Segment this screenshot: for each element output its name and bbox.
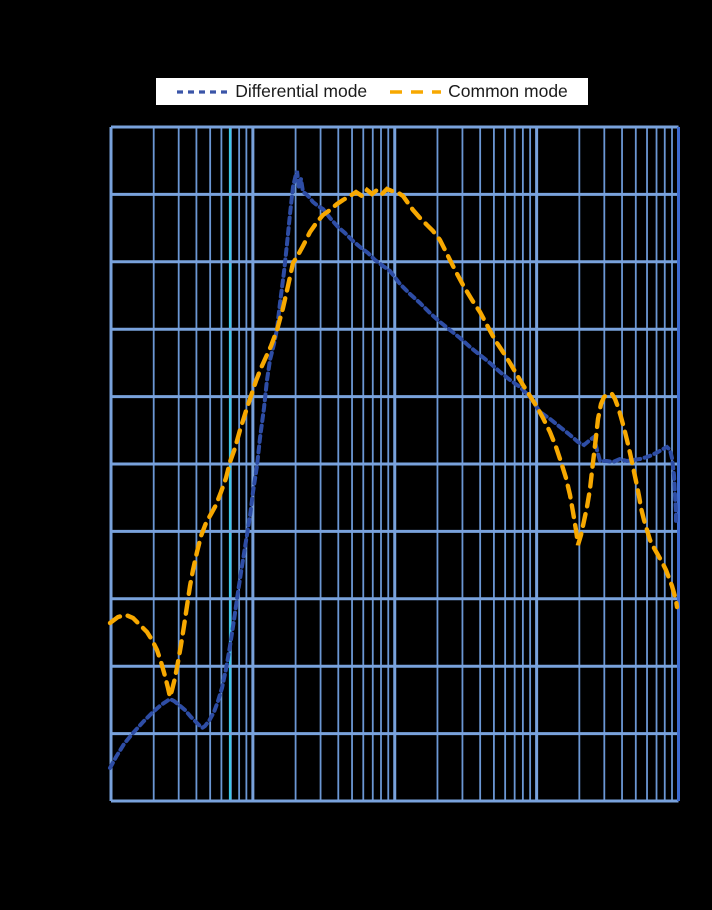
legend-label-common-mode: Common mode [448,80,568,101]
common-mode-dash-icon [389,88,442,96]
legend-label-differential-mode: Differential mode [235,80,368,101]
series-common-mode [107,186,680,698]
legend: Differential mode Common mode [156,78,588,105]
differential-mode-dash-icon [176,88,229,96]
